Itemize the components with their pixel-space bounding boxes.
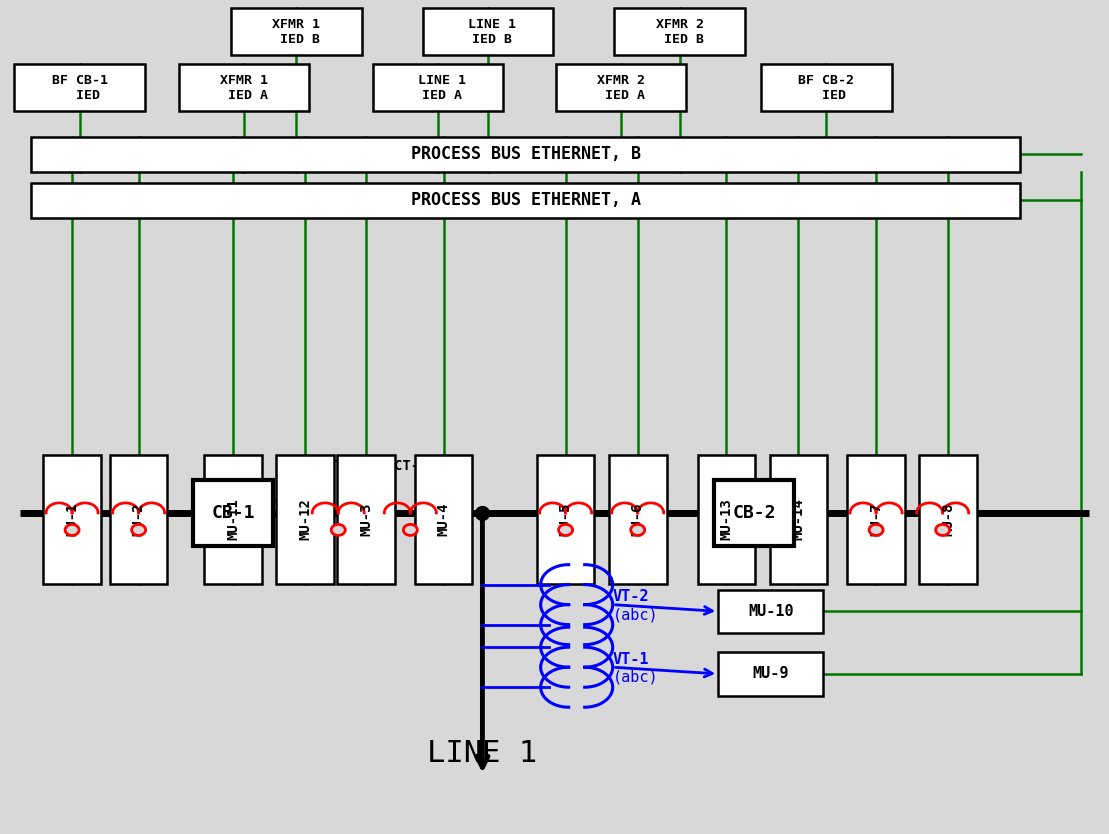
Bar (276, 455, 334, 584)
Text: coil b: coil b (711, 480, 721, 520)
Text: coil b: coil b (311, 480, 321, 520)
Text: CT-8: CT-8 (926, 459, 959, 473)
Text: MU-13: MU-13 (720, 498, 733, 540)
Text: MU-9: MU-9 (753, 666, 788, 681)
Bar (714, 480, 794, 546)
Ellipse shape (132, 525, 145, 535)
Text: MU-12: MU-12 (298, 498, 312, 540)
Text: LINE 1
 IED A: LINE 1 IED A (410, 73, 466, 102)
Text: XFMR 2
 IED A: XFMR 2 IED A (597, 73, 645, 102)
Ellipse shape (869, 525, 883, 535)
Bar (919, 455, 977, 584)
Bar (537, 455, 594, 584)
Text: (abc): (abc) (612, 670, 659, 685)
Text: MU-6: MU-6 (631, 502, 644, 536)
Text: LINE 1
 IED B: LINE 1 IED B (460, 18, 516, 46)
Text: XFMR 1
 IED A: XFMR 1 IED A (220, 73, 268, 102)
Text: MU-14: MU-14 (792, 498, 805, 540)
Text: CT-3: CT-3 (322, 459, 355, 473)
Text: (abc): (abc) (612, 607, 659, 622)
Ellipse shape (559, 525, 572, 535)
Text: MU-11: MU-11 (226, 498, 240, 540)
Ellipse shape (936, 525, 949, 535)
Text: CT-2: CT-2 (122, 459, 155, 473)
Bar (31, 137, 1020, 172)
Text: coil a: coil a (804, 480, 814, 520)
Bar (31, 183, 1020, 218)
Text: MU-3: MU-3 (359, 502, 373, 536)
Text: CT-1: CT-1 (55, 459, 89, 473)
Bar (556, 64, 686, 112)
Text: MU-2: MU-2 (132, 502, 145, 536)
Text: XFMR 2
 IED B: XFMR 2 IED B (655, 18, 704, 46)
Bar (193, 480, 273, 546)
Text: CB-2: CB-2 (732, 504, 776, 522)
Bar (14, 64, 145, 112)
Bar (179, 64, 309, 112)
Text: PROCESS BUS ETHERNET, B: PROCESS BUS ETHERNET, B (410, 145, 641, 163)
Bar (719, 590, 823, 633)
Text: MU-7: MU-7 (869, 502, 883, 536)
Bar (609, 455, 667, 584)
Bar (373, 64, 503, 112)
Ellipse shape (65, 525, 79, 535)
Text: CT-6: CT-6 (621, 459, 654, 473)
Bar (761, 64, 892, 112)
Ellipse shape (332, 525, 345, 535)
Bar (231, 8, 362, 56)
Text: CB-1: CB-1 (211, 504, 255, 522)
Text: XFMR 1
 IED B: XFMR 1 IED B (272, 18, 321, 46)
Text: MU-5: MU-5 (559, 502, 572, 536)
Text: VT-2: VT-2 (612, 589, 649, 604)
Text: coil a: coil a (217, 480, 227, 520)
Text: PROCESS BUS ETHERNET, A: PROCESS BUS ETHERNET, A (410, 191, 641, 209)
Text: BF CB-1
  IED: BF CB-1 IED (52, 73, 108, 102)
Text: CT-7: CT-7 (859, 459, 893, 473)
Text: VT-1: VT-1 (612, 651, 649, 666)
Text: MU-8: MU-8 (942, 502, 955, 536)
Bar (423, 8, 553, 56)
Bar (719, 652, 823, 696)
Text: CT-5: CT-5 (549, 459, 582, 473)
Bar (204, 455, 262, 584)
Bar (43, 455, 101, 584)
Text: CT-4: CT-4 (394, 459, 427, 473)
Text: BF CB-2
  IED: BF CB-2 IED (798, 73, 854, 102)
Bar (770, 455, 827, 584)
Bar (415, 455, 472, 584)
Text: MU-1: MU-1 (65, 502, 79, 536)
Text: MU-4: MU-4 (437, 502, 450, 536)
Bar (847, 455, 905, 584)
Ellipse shape (404, 525, 417, 535)
Bar (337, 455, 395, 584)
Bar (614, 8, 745, 56)
Text: LINE 1: LINE 1 (427, 739, 538, 767)
Bar (110, 455, 167, 584)
Bar (698, 455, 755, 584)
Ellipse shape (631, 525, 644, 535)
Text: MU-10: MU-10 (747, 604, 794, 619)
